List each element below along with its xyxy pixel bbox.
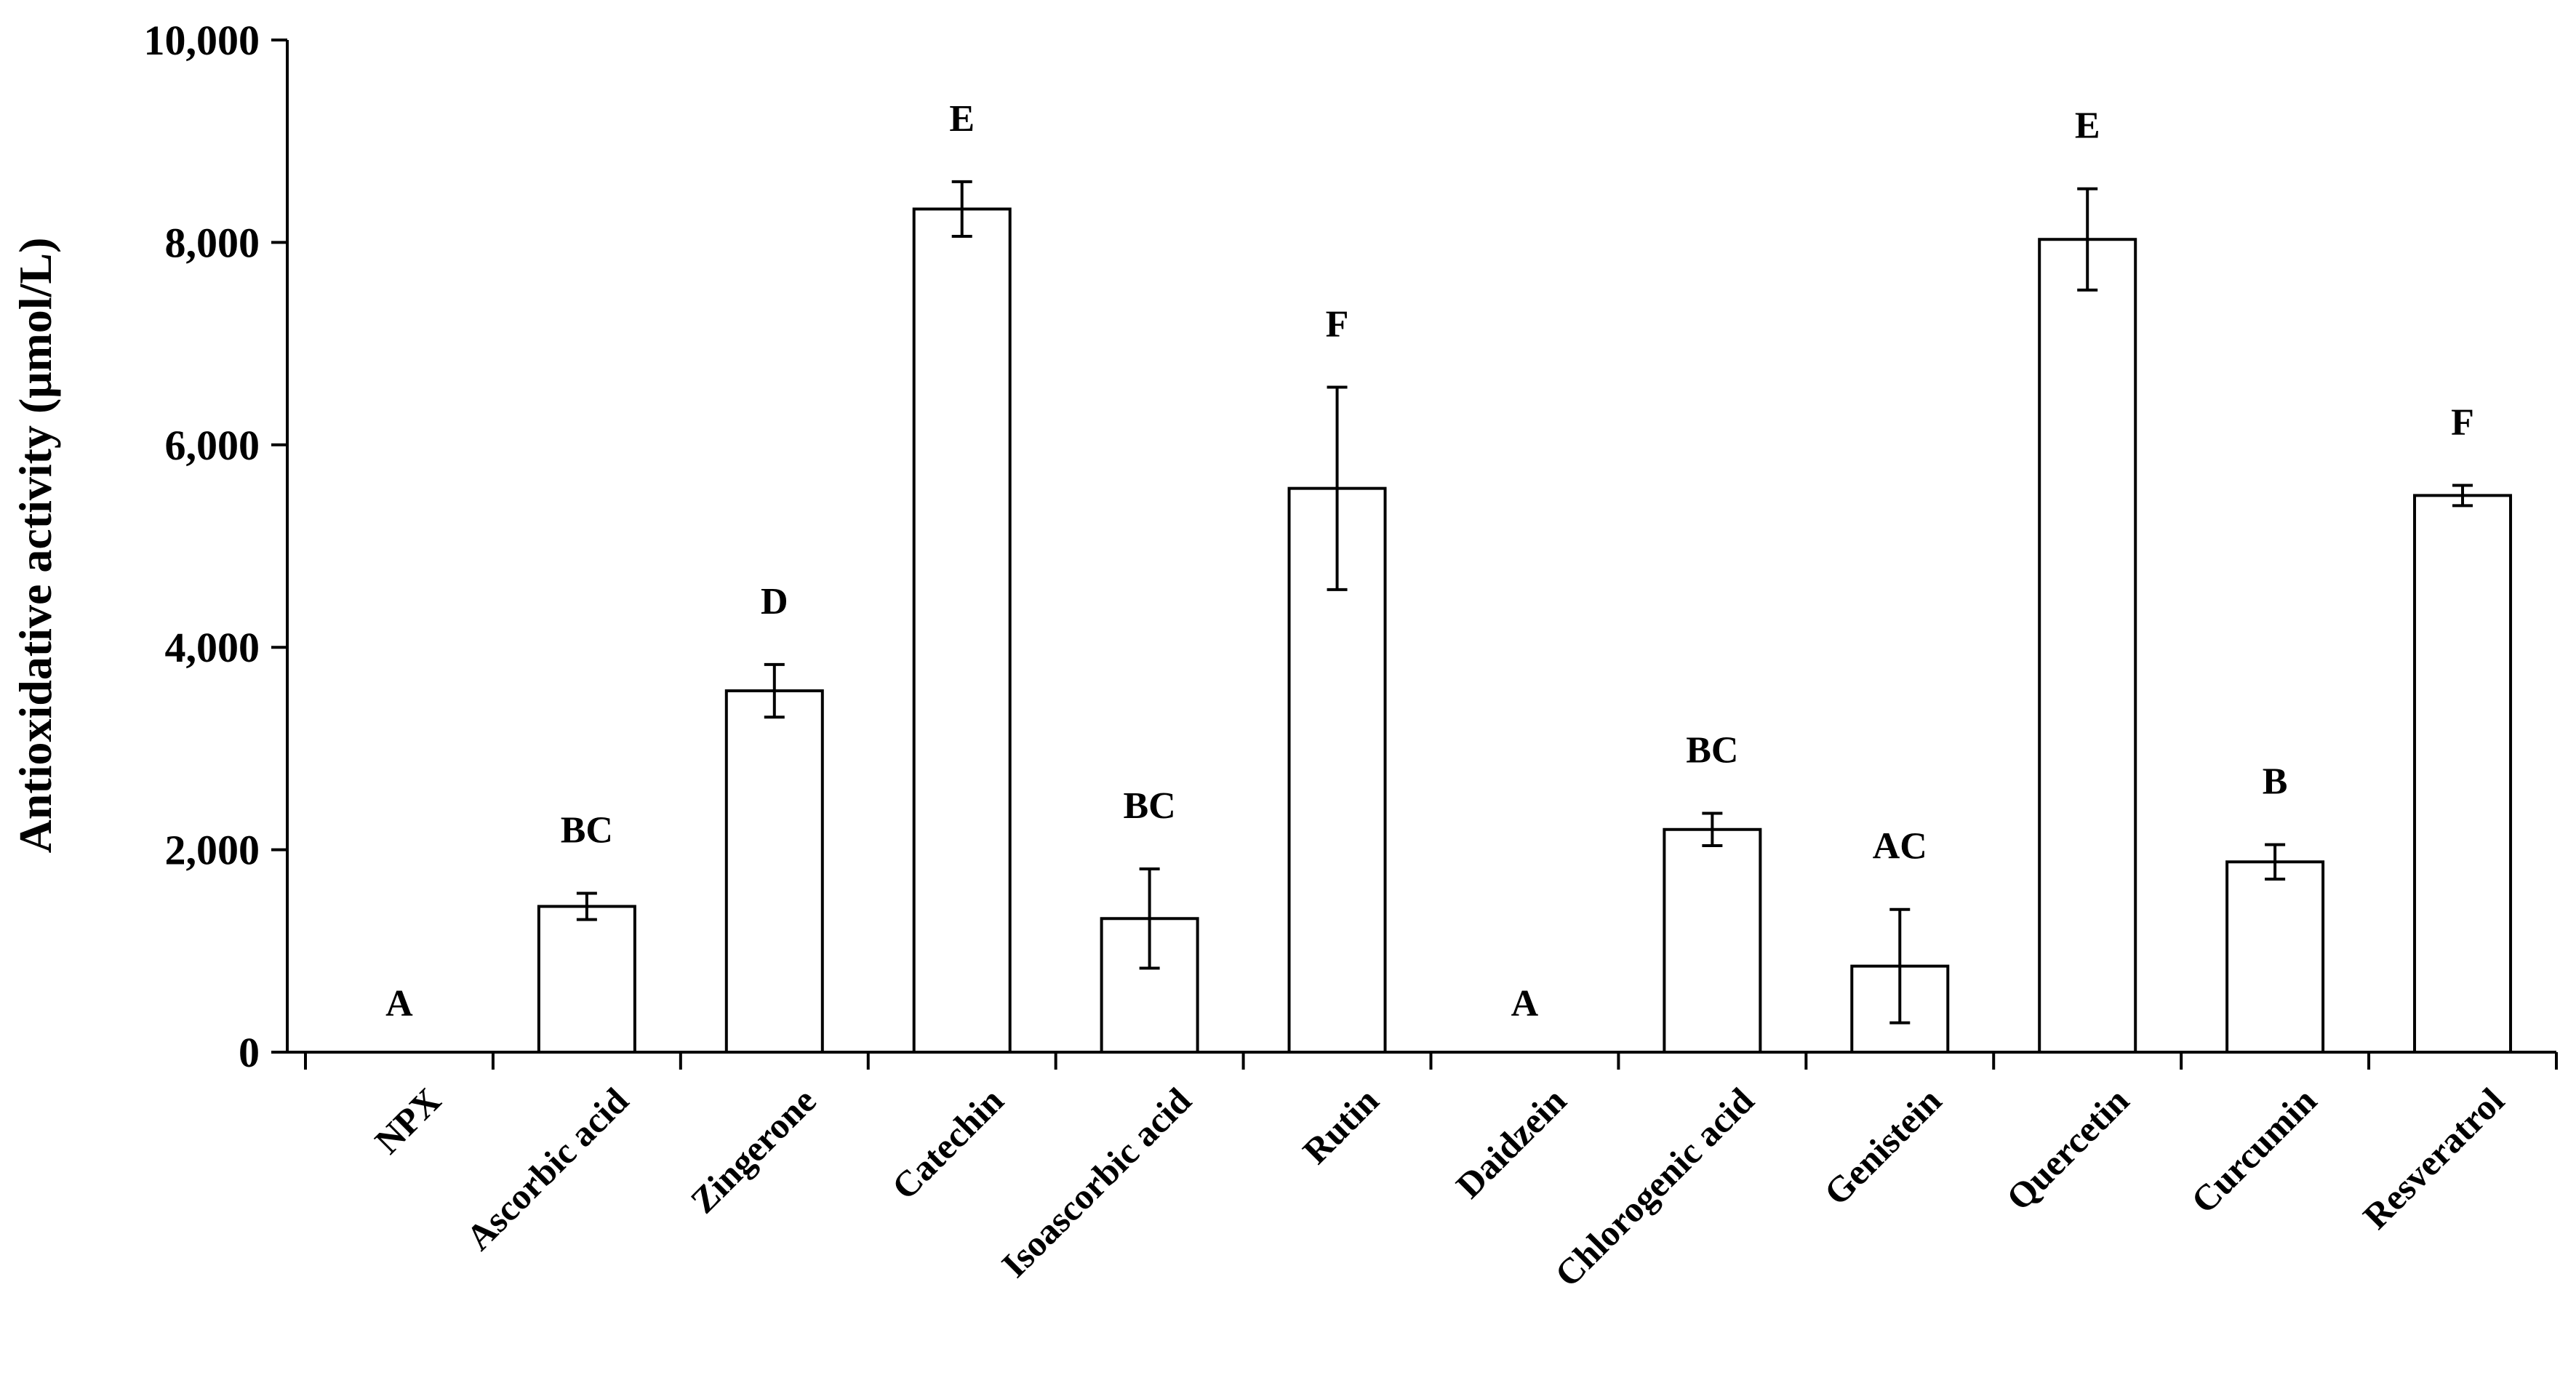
significance-letter: BC: [1686, 729, 1738, 771]
category-label: NPX: [367, 1080, 448, 1161]
bar: [1663, 827, 1762, 1054]
axes: 0 2,000 4,000 6,000 8,000 10,000: [144, 17, 2558, 1076]
category-label: Catechin: [884, 1080, 1011, 1207]
y-tick-label: 2,000: [165, 827, 260, 874]
significance-letter: B: [2263, 761, 2288, 803]
bar: [2038, 238, 2137, 1054]
category-label: Quercetin: [1999, 1080, 2137, 1218]
y-tick-label: 8,000: [165, 219, 260, 266]
significance-letter: A: [1511, 983, 1539, 1025]
category-label: Genistein: [1816, 1080, 1949, 1213]
category-label: Curcumin: [2183, 1080, 2324, 1221]
bar: [2413, 494, 2513, 1054]
bars: [537, 207, 2513, 1054]
significance-letter: E: [949, 98, 975, 140]
category-label: Chlorogenic acid: [1547, 1080, 1761, 1294]
category-label: Ascorbic acid: [458, 1080, 636, 1258]
significance-letter: E: [2075, 105, 2100, 147]
category-label: Isoascorbic acid: [993, 1080, 1199, 1285]
y-axis-title: Antioxidative activity (μmol/L): [9, 238, 61, 854]
category-label: Rutin: [1295, 1080, 1386, 1171]
significance-letters: A BC D E BC F A BC AC E B F: [385, 98, 2474, 1025]
category-labels: NPX Ascorbic acid Zingerone CatechinIsoasco…: [367, 1080, 2511, 1294]
bar: [537, 905, 636, 1054]
bar: [2225, 860, 2325, 1054]
significance-letter: BC: [561, 809, 613, 851]
significance-letter: F: [1326, 303, 1349, 345]
significance-letter: A: [385, 983, 413, 1025]
error-bars: [576, 180, 2473, 1025]
y-tick-label: 4,000: [165, 624, 260, 671]
category-label: Zingerone: [682, 1080, 823, 1221]
category-label: Daidzein: [1448, 1080, 1574, 1206]
y-tick-label: 6,000: [165, 422, 260, 469]
category-label: Resveratrol: [2355, 1080, 2512, 1237]
bar: [912, 207, 1012, 1054]
significance-letter: BC: [1124, 785, 1176, 827]
y-tick-label: 10,000: [144, 17, 260, 64]
significance-letter: F: [2451, 401, 2474, 443]
significance-letter: D: [761, 581, 788, 622]
bar: [724, 689, 824, 1054]
y-tick-label: 0: [239, 1029, 260, 1076]
significance-letter: AC: [1873, 826, 1927, 867]
